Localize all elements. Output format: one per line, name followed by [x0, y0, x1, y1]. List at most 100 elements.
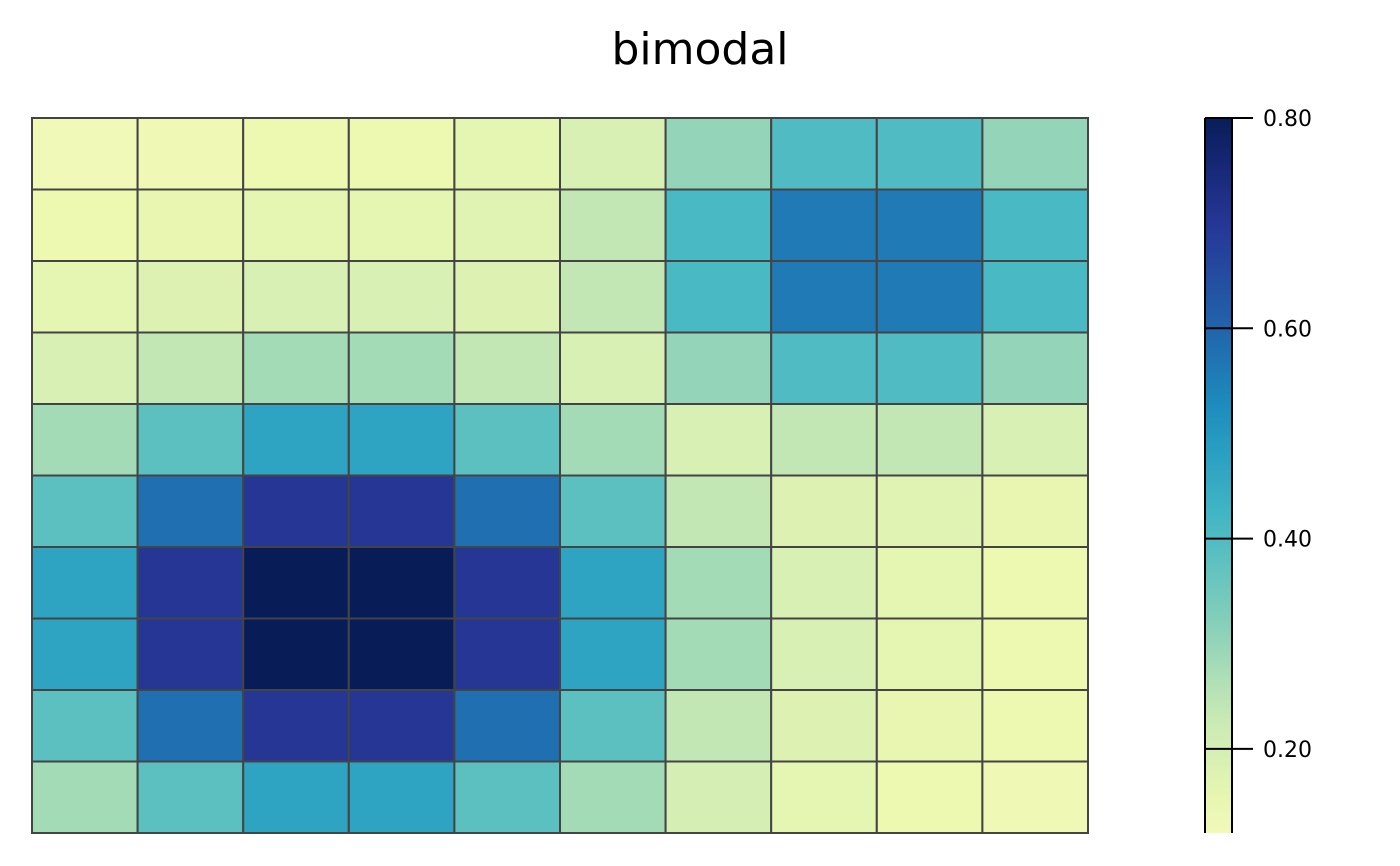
heatmap-cell-r8-c1 [136, 689, 245, 763]
heatmap-cell-r5-c5 [559, 474, 667, 548]
colorbar-ticks: 0.20 0.40 0.60 0.80 [1205, 107, 1312, 763]
colorbar-tick-label-3: 0.80 [1263, 107, 1312, 132]
heatmap-cell-r0-c3 [347, 117, 456, 191]
heatmap-cell-r8-c6 [664, 689, 773, 763]
heatmap-cell-r2-c8 [875, 260, 984, 334]
heatmap-cell-r9-c3 [347, 760, 456, 834]
heatmap-cell-r5-c8 [875, 474, 984, 548]
heatmap-cell-r6-c0 [31, 546, 139, 620]
heatmap-cell-r9-c2 [242, 760, 350, 834]
heatmap-cell-r4-c6 [664, 403, 773, 477]
heatmap-cell-r5-c1 [136, 474, 245, 548]
heatmap-cell-r1-c9 [981, 188, 1090, 262]
heatmap-cell-r6-c4 [453, 546, 561, 620]
heatmap-cell-r4-c9 [981, 403, 1090, 477]
heatmap-cell-r2-c4 [453, 260, 561, 334]
heatmap-cell-r4-c0 [31, 403, 139, 477]
heatmap-cell-r3-c2 [242, 331, 350, 405]
heatmap-cell-r4-c5 [559, 403, 667, 477]
heatmap-cell-r8-c7 [770, 689, 878, 763]
heatmap-cell-r2-c9 [981, 260, 1090, 334]
heatmap-cell-r7-c2 [242, 617, 350, 691]
heatmap-cell-r7-c8 [875, 617, 984, 691]
heatmap-cell-r1-c0 [31, 188, 139, 262]
heatmap-cell-r9-c6 [664, 760, 773, 834]
heatmap-cell-r0-c2 [242, 117, 350, 191]
heatmap-cell-r6-c8 [875, 546, 984, 620]
colorbar-tick-label-0: 0.20 [1263, 738, 1312, 763]
heatmap-cell-r9-c1 [136, 760, 245, 834]
heatmap-cell-r0-c1 [136, 117, 245, 191]
heatmap-cell-r3-c0 [31, 331, 139, 405]
heatmap-cell-r4-c8 [875, 403, 984, 477]
heatmap-cell-r4-c7 [770, 403, 878, 477]
heatmap-cell-r2-c6 [664, 260, 773, 334]
heatmap-cell-r8-c4 [453, 689, 561, 763]
heatmap-cell-r1-c6 [664, 188, 773, 262]
heatmap-cell-r3-c5 [559, 331, 667, 405]
heatmap-cell-r4-c2 [242, 403, 350, 477]
heatmap-cell-r7-c5 [559, 617, 667, 691]
heatmap-cell-r2-c2 [242, 260, 350, 334]
heatmap-cell-r4-c4 [453, 403, 561, 477]
heatmap-cell-r6-c7 [770, 546, 878, 620]
heatmap-cell-r1-c8 [875, 188, 984, 262]
heatmap-cells [31, 117, 1090, 834]
colorbar-tick-label-1: 0.40 [1263, 528, 1312, 553]
heatmap-cell-r0-c7 [770, 117, 878, 191]
heatmap-cell-r3-c8 [875, 331, 984, 405]
heatmap-cell-r0-c0 [31, 117, 139, 191]
heatmap-cell-r2-c1 [136, 260, 245, 334]
heatmap-cell-r1-c4 [453, 188, 561, 262]
heatmap-cell-r3-c6 [664, 331, 773, 405]
heatmap-cell-r9-c8 [875, 760, 984, 834]
heatmap-cell-r5-c7 [770, 474, 878, 548]
heatmap-cell-r9-c7 [770, 760, 878, 834]
heatmap-cell-r1-c2 [242, 188, 350, 262]
heatmap-cell-r8-c9 [981, 689, 1090, 763]
colorbar-gradient [1205, 118, 1232, 833]
heatmap-cell-r1-c1 [136, 188, 245, 262]
heatmap-cell-r9-c5 [559, 760, 667, 834]
heatmap-cell-r3-c4 [453, 331, 561, 405]
heatmap-cell-r6-c1 [136, 546, 245, 620]
heatmap-cell-r9-c4 [453, 760, 561, 834]
heatmap-cell-r7-c6 [664, 617, 773, 691]
heatmap-cell-r7-c0 [31, 617, 139, 691]
heatmap-cell-r6-c6 [664, 546, 773, 620]
heatmap-cell-r8-c0 [31, 689, 139, 763]
heatmap-cell-r3-c9 [981, 331, 1090, 405]
heatmap-cell-r6-c2 [242, 546, 350, 620]
heatmap-cell-r8-c3 [347, 689, 456, 763]
heatmap-cell-r1-c7 [770, 188, 878, 262]
heatmap-cell-r5-c6 [664, 474, 773, 548]
colorbar [1204, 118, 1233, 833]
heatmap-cell-r7-c7 [770, 617, 878, 691]
colorbar-tick-label-2: 0.60 [1263, 317, 1312, 342]
heatmap-cell-r0-c4 [453, 117, 561, 191]
heatmap-cell-r2-c5 [559, 260, 667, 334]
heatmap-cell-r5-c4 [453, 474, 561, 548]
heatmap-cell-r2-c0 [31, 260, 139, 334]
heatmap-cell-r0-c5 [559, 117, 667, 191]
chart-title: bimodal [611, 24, 788, 75]
heatmap-cell-r7-c4 [453, 617, 561, 691]
heatmap-cell-r6-c9 [981, 546, 1090, 620]
heatmap-cell-r8-c2 [242, 689, 350, 763]
heatmap-cell-r2-c3 [347, 260, 456, 334]
heatmap-cell-r3-c1 [136, 331, 245, 405]
heatmap-cell-r9-c0 [31, 760, 139, 834]
heatmap-cell-r6-c5 [559, 546, 667, 620]
heatmap-cell-r3-c7 [770, 331, 878, 405]
heatmap-cell-r4-c3 [347, 403, 456, 477]
heatmap-cell-r1-c5 [559, 188, 667, 262]
heatmap-cell-r0-c9 [981, 117, 1090, 191]
heatmap-cell-r5-c9 [981, 474, 1090, 548]
heatmap-cell-r7-c1 [136, 617, 245, 691]
heatmap-cell-r9-c9 [981, 760, 1090, 834]
heatmap-cell-r5-c2 [242, 474, 350, 548]
heatmap-cell-r2-c7 [770, 260, 878, 334]
heatmap-cell-r5-c3 [347, 474, 456, 548]
heatmap-cell-r6-c3 [347, 546, 456, 620]
